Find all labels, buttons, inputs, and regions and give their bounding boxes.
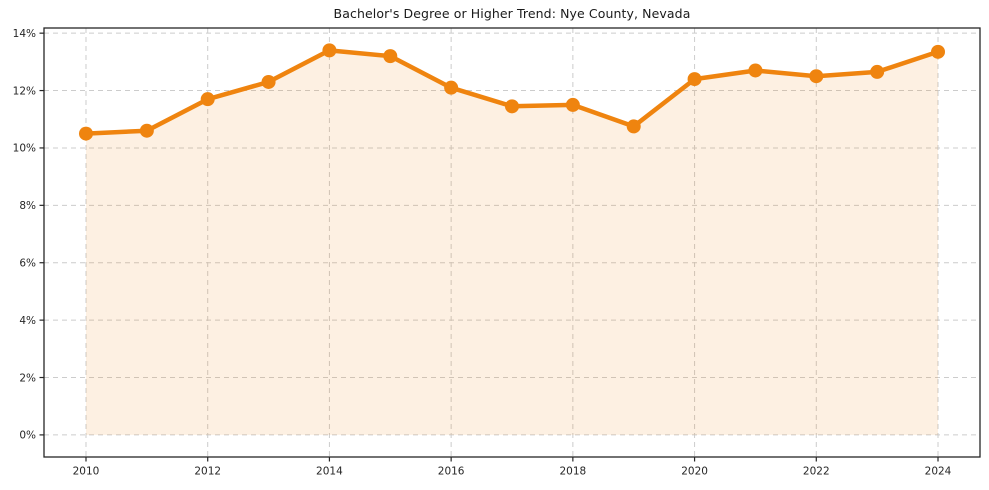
data-point-marker	[444, 80, 459, 95]
data-point-marker	[383, 49, 398, 64]
x-tick-label: 2018	[559, 466, 586, 478]
data-point-marker	[139, 123, 154, 138]
data-point-marker	[78, 126, 93, 141]
data-point-marker	[261, 74, 276, 89]
x-tick-label: 2016	[438, 466, 465, 478]
y-tick-label: 8%	[19, 200, 36, 212]
x-tick-label: 2022	[803, 466, 830, 478]
data-point-marker	[322, 43, 337, 58]
y-tick-label: 12%	[13, 85, 36, 97]
data-point-marker	[505, 99, 519, 114]
data-point-marker	[626, 119, 641, 134]
data-point-marker	[870, 64, 885, 79]
data-point-marker	[565, 97, 580, 112]
data-point-marker	[809, 69, 824, 84]
y-tick-label: 10%	[13, 143, 36, 155]
y-tick-label: 2%	[19, 372, 36, 384]
x-tick-label: 2024	[925, 466, 952, 478]
area-fill	[86, 50, 938, 435]
data-point-marker	[687, 72, 702, 87]
y-tick-label: 4%	[19, 315, 36, 327]
y-tick-label: 0%	[19, 430, 36, 442]
y-tick-label: 6%	[19, 258, 36, 270]
x-tick-label: 2010	[73, 466, 100, 478]
data-point-marker	[200, 92, 215, 107]
x-tick-label: 2020	[681, 466, 708, 478]
chart-title: Bachelor's Degree or Higher Trend: Nye C…	[333, 6, 691, 21]
x-tick-label: 2012	[194, 466, 221, 478]
data-point-marker	[931, 44, 946, 59]
data-point-marker	[748, 63, 763, 78]
plot-border	[43, 27, 981, 458]
x-tick-label: 2014	[316, 466, 343, 478]
y-tick-label: 14%	[13, 28, 36, 40]
